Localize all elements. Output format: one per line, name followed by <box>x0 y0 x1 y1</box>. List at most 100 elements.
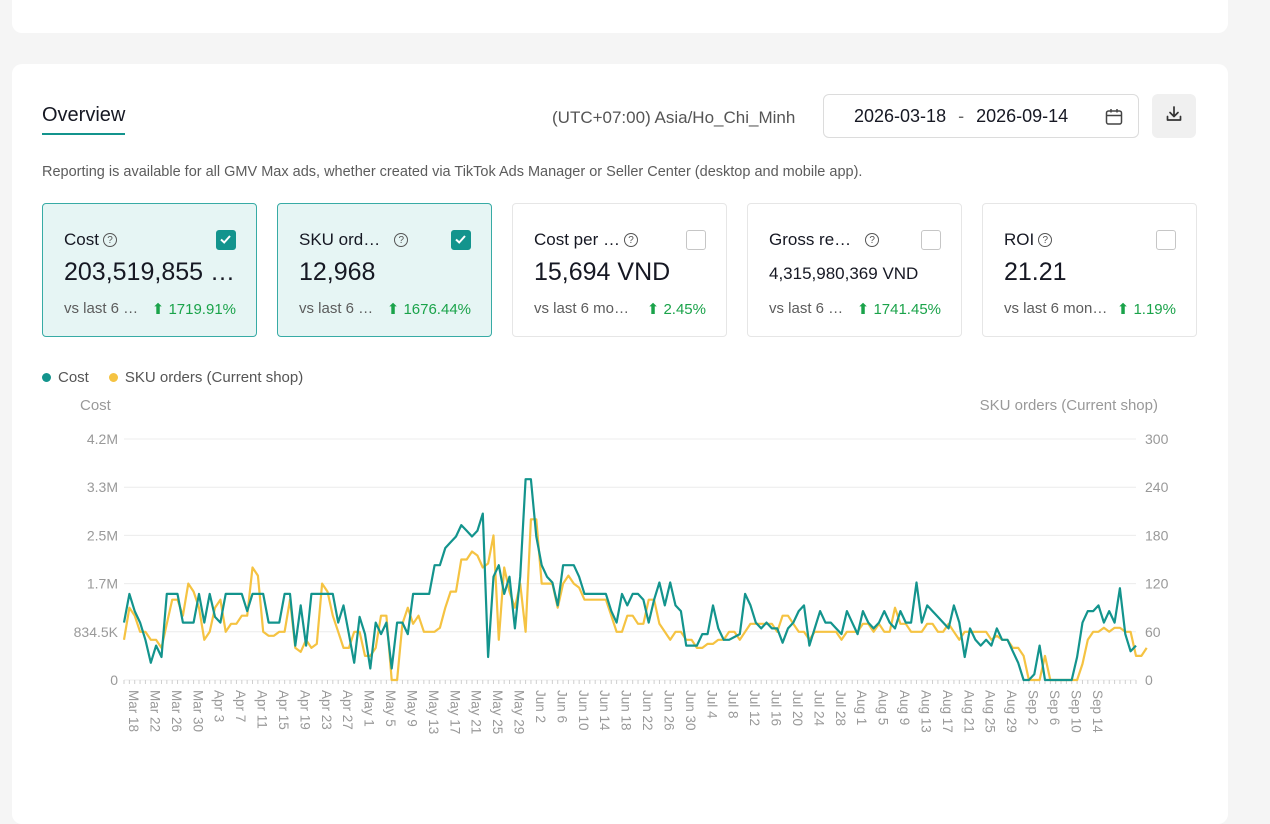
x-tick-label: Aug 9 <box>897 690 912 725</box>
x-tick-label: May 9 <box>404 690 419 727</box>
x-tick-label: Jul 4 <box>704 690 719 719</box>
metric-change-value: 1.19% <box>1133 301 1176 318</box>
metric-change: ⬆︎ 1676.44% <box>387 300 471 318</box>
reporting-note: Reporting is available for all GMV Max a… <box>42 164 863 180</box>
x-tick-label: Jun 10 <box>576 690 591 731</box>
x-tick-label: Apr 23 <box>319 690 334 730</box>
date-end[interactable]: 2026-09-14 <box>976 105 1069 126</box>
legend-dot <box>42 373 51 382</box>
top-card <box>12 0 1228 33</box>
y-right-axis-title: SKU orders (Current shop) <box>979 397 1158 414</box>
metric-compare-label: vs last 6 … <box>299 300 374 317</box>
metric-change: ⬆︎ 2.45% <box>647 300 706 318</box>
x-tick-label: Jul 12 <box>747 690 762 726</box>
x-tick-label: May 21 <box>469 690 484 734</box>
x-tick-label: May 5 <box>383 690 398 727</box>
x-tick-label: Sep 2 <box>1026 690 1041 725</box>
metric-compare-label: vs last 6 … <box>64 300 139 317</box>
x-tick-label: Jun 30 <box>683 690 698 731</box>
metric-compare-label: vs last 6 … <box>769 300 844 317</box>
download-button[interactable] <box>1152 94 1196 138</box>
metric-label-text: ROI <box>1004 230 1035 249</box>
x-tick-label: Aug 1 <box>854 690 869 725</box>
y-right-tick-label: 300 <box>1145 431 1169 447</box>
x-tick-label: Jul 8 <box>726 690 741 719</box>
x-tick-label: Mar 30 <box>190 690 205 732</box>
x-tick-label: Jun 26 <box>661 690 676 731</box>
metric-label: ROI? <box>1004 230 1053 250</box>
metric-change-value: 1741.45% <box>873 301 941 318</box>
metric-change: ⬆︎ 1719.91% <box>152 300 236 318</box>
y-right-tick-label: 180 <box>1145 527 1169 543</box>
x-tick-label: Apr 7 <box>233 690 248 722</box>
y-left-tick-label: 1.7M <box>87 576 118 592</box>
help-icon[interactable]: ? <box>102 233 117 247</box>
legend-item-cost[interactable]: Cost <box>42 369 89 386</box>
metric-change: ⬆︎ 1.19% <box>1117 300 1176 318</box>
calendar-icon[interactable] <box>1104 107 1124 132</box>
up-arrow-icon: ⬆︎ <box>646 301 660 318</box>
y-left-tick-label: 3.3M <box>87 479 118 495</box>
x-tick-label: Apr 27 <box>340 690 355 730</box>
help-icon[interactable]: ? <box>865 233 880 247</box>
legend-label: Cost <box>58 369 89 386</box>
metric-value: 15,694 VND <box>534 258 671 286</box>
metric-change-value: 1719.91% <box>168 301 236 318</box>
metric-checkbox[interactable] <box>216 230 236 250</box>
metric-compare-label: vs last 6 mo… <box>534 300 630 317</box>
x-tick-label: Aug 5 <box>876 690 891 725</box>
metric-card-cost-per-order[interactable]: Cost per …? 15,694 VND vs last 6 mo… ⬆︎ … <box>512 203 727 337</box>
x-tick-label: May 25 <box>490 690 505 734</box>
x-tick-label: Jul 20 <box>790 690 805 726</box>
legend-label: SKU orders (Current shop) <box>124 369 304 386</box>
x-tick-label: Aug 17 <box>940 690 955 733</box>
tab-overview[interactable]: Overview <box>42 104 126 135</box>
overview-card: Overview (UTC+07:00) Asia/Ho_Chi_Minh 20… <box>12 64 1228 824</box>
help-icon[interactable]: ? <box>394 233 409 247</box>
metric-label: Gross re…? <box>769 230 880 250</box>
metric-card-gross-revenue[interactable]: Gross re…? 4,315,980,369 VND vs last 6 …… <box>747 203 962 337</box>
metric-label: Cost per …? <box>534 230 638 250</box>
up-arrow-icon: ⬆︎ <box>386 301 400 318</box>
x-tick-label: Mar 22 <box>147 690 162 732</box>
line-chart[interactable]: 4.2M 300 3.3M 240 2.5M 180 1.7M 120 834.5K 60 0 0 Ma… <box>12 64 1228 824</box>
x-tick-label: Mar 18 <box>126 690 141 732</box>
metric-checkbox[interactable] <box>921 230 941 250</box>
metric-value: 12,968 <box>299 258 376 286</box>
x-tick-label: Aug 21 <box>961 690 976 733</box>
x-tick-label: Sep 10 <box>1068 690 1083 733</box>
date-separator: - <box>958 105 965 126</box>
x-tick-label: Mar 26 <box>169 690 184 732</box>
metric-label-text: SKU ord… <box>299 230 381 249</box>
x-tick-label: May 17 <box>447 690 462 734</box>
metric-card-cost[interactable]: Cost? 203,519,855 … vs last 6 … ⬆︎ 1719.… <box>42 203 257 337</box>
metric-card-roi[interactable]: ROI? 21.21 vs last 6 mon… ⬆︎ 1.19% <box>982 203 1197 337</box>
metric-checkbox[interactable] <box>1156 230 1176 250</box>
legend-item-sku-orders[interactable]: SKU orders (Current shop) <box>108 369 304 386</box>
metric-checkbox[interactable] <box>686 230 706 250</box>
x-tick-label: Jul 16 <box>769 690 784 726</box>
metric-value: 4,315,980,369 VND <box>769 264 919 283</box>
metric-label-text: Gross re… <box>769 230 852 249</box>
x-tick-label: Apr 19 <box>297 690 312 730</box>
metric-label-text: Cost <box>64 230 99 249</box>
x-tick-label: Aug 25 <box>983 690 998 733</box>
y-left-axis-title: Cost <box>80 397 111 414</box>
series-line-sku-orders <box>122 518 1148 682</box>
x-tick-label: Jun 6 <box>554 690 569 723</box>
metric-change-value: 1676.44% <box>403 301 471 318</box>
check-icon <box>220 235 231 244</box>
y-left-tick-label: 834.5K <box>74 624 119 640</box>
help-icon[interactable]: ? <box>623 233 638 247</box>
chart-legend: Cost SKU orders (Current shop) <box>42 369 323 386</box>
date-start[interactable]: 2026-03-18 <box>854 105 947 126</box>
help-icon[interactable]: ? <box>1038 233 1053 247</box>
date-range-picker[interactable]: 2026-03-18 - 2026-09-14 <box>823 94 1139 138</box>
y-right-tick-label: 120 <box>1145 576 1169 592</box>
x-tick-label: Apr 3 <box>212 690 227 722</box>
x-tick-label: Aug 29 <box>1004 690 1019 733</box>
metric-checkbox[interactable] <box>451 230 471 250</box>
metric-card-sku-orders[interactable]: SKU ord…? 12,968 vs last 6 … ⬆︎ 1676.44% <box>277 203 492 337</box>
x-tick-label: Jul 28 <box>833 690 848 726</box>
series-line-cost <box>122 478 1137 682</box>
